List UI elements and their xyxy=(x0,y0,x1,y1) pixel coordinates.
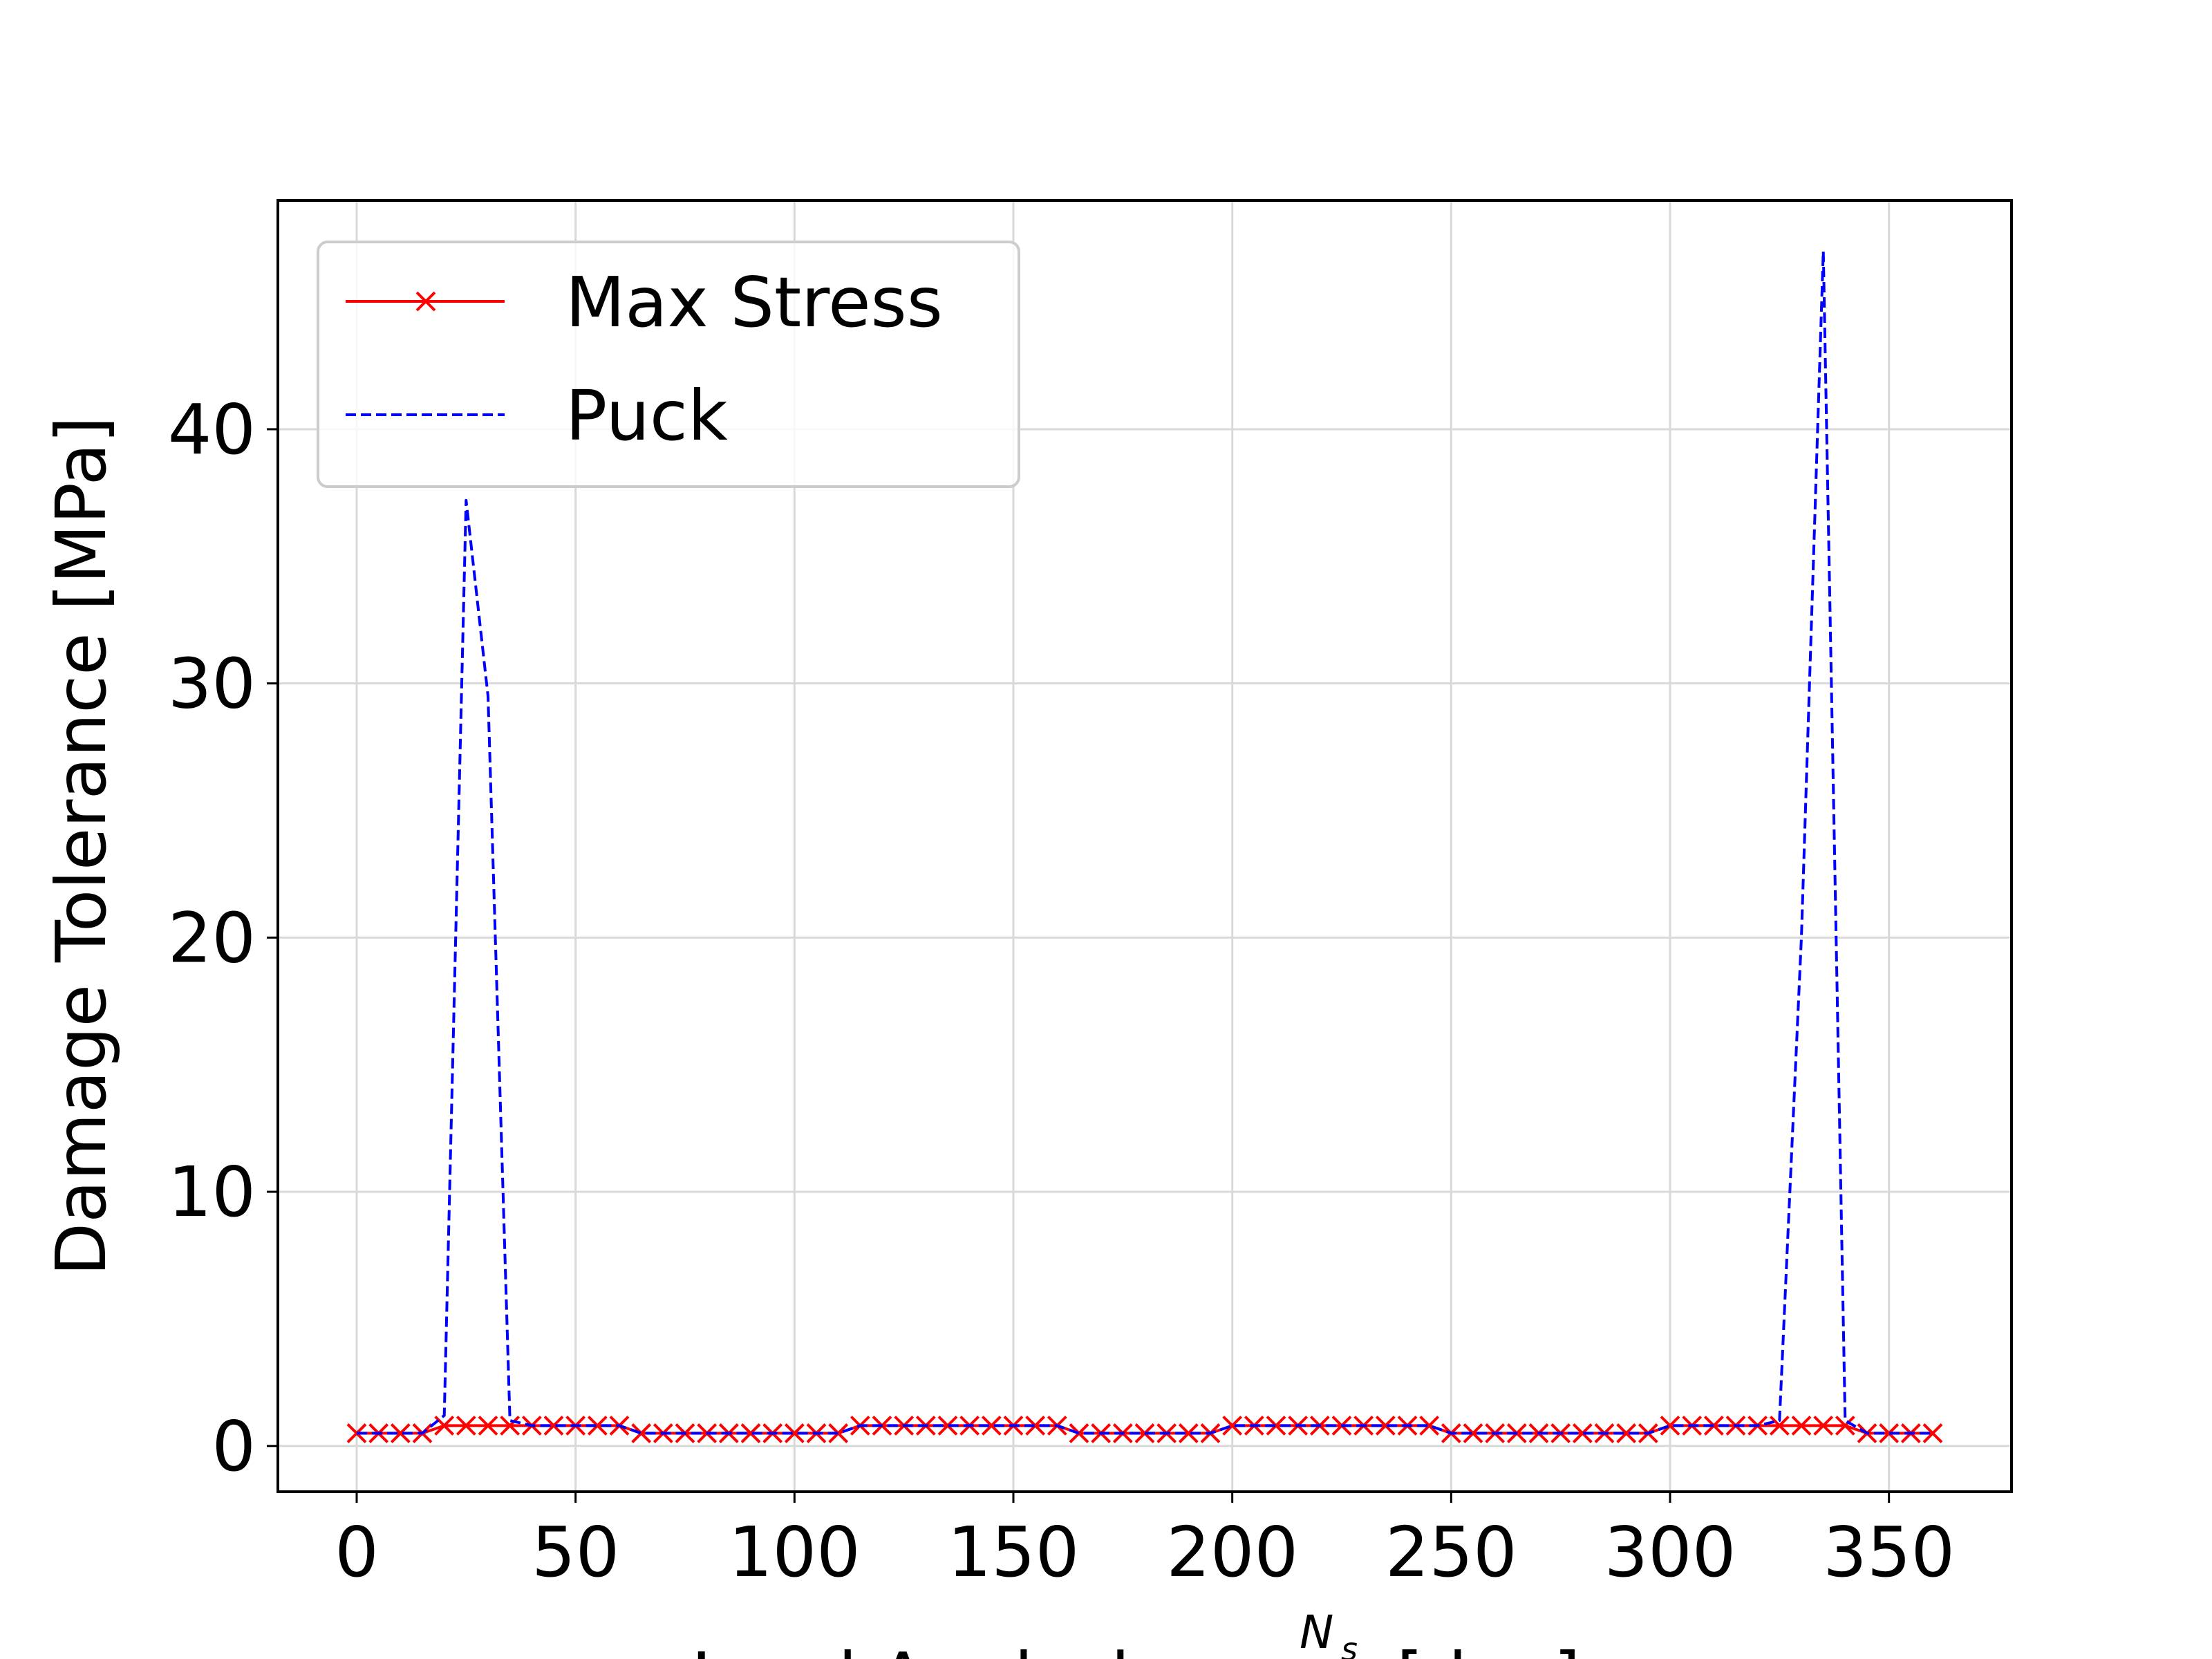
max-stress-data-point xyxy=(587,1415,608,1436)
max-stress-data-point xyxy=(1572,1423,1593,1443)
y-tick-label: 0 xyxy=(212,1406,256,1487)
max-stress-data-point xyxy=(1813,1415,1834,1436)
max-stress-data-point xyxy=(1879,1423,1900,1443)
max-stress-data-point xyxy=(740,1423,761,1443)
x-tick-label: 150 xyxy=(948,1512,1080,1593)
legend-puck-label: Puck xyxy=(565,375,728,456)
max-stress-data-point xyxy=(1419,1415,1440,1436)
x-tick-label: 100 xyxy=(729,1512,861,1593)
max-stress-data-point xyxy=(1660,1415,1680,1436)
x-tick-label: 250 xyxy=(1385,1512,1517,1593)
max-stress-data-point xyxy=(1616,1423,1637,1443)
y-tick-label: 40 xyxy=(168,389,256,470)
puck-series-line xyxy=(357,250,1933,1435)
max-stress-data-point xyxy=(1069,1423,1089,1443)
max-stress-data-point xyxy=(456,1415,476,1436)
x-tick-label: 200 xyxy=(1166,1512,1298,1593)
legend-max-stress-label: Max Stress xyxy=(565,262,943,343)
max-stress-data-point xyxy=(1025,1415,1046,1436)
max-stress-data-point xyxy=(478,1415,498,1436)
max-stress-data-point xyxy=(1222,1415,1243,1436)
max-stress-data-point xyxy=(543,1415,564,1436)
max-stress-data-point xyxy=(434,1415,455,1436)
max-stress-data-point xyxy=(1791,1415,1812,1436)
x-axis-label-fraction-subscript: s xyxy=(1341,1631,1358,1659)
y-tick-label: 30 xyxy=(168,644,256,724)
plot-series xyxy=(346,250,1943,1443)
x-tick-label: 350 xyxy=(1823,1512,1955,1593)
max-stress-data-point xyxy=(500,1415,521,1436)
x-tick-label: 0 xyxy=(335,1512,379,1593)
legend-max-stress-marker xyxy=(415,291,436,312)
x-axis-label-unit: [deg] xyxy=(1396,1638,1581,1659)
max-stress-data-point xyxy=(937,1415,958,1436)
max-stress-data-point xyxy=(1769,1415,1790,1436)
legend-box xyxy=(317,241,1020,488)
x-axis-label-fraction-numerator: N xyxy=(1300,1606,1333,1659)
max-stress-data-point xyxy=(1266,1415,1286,1436)
max-stress-data-point xyxy=(631,1423,652,1443)
max-stress-data-point xyxy=(828,1423,849,1443)
x-axis-label: Load Angle ϕ = N s [deg] xyxy=(691,1606,1581,1659)
max-stress-data-point xyxy=(1178,1423,1199,1443)
max-stress-data-point xyxy=(1922,1423,1943,1443)
y-axis-label: Damage Tolerance [MPa] xyxy=(41,416,122,1276)
axis-ticks: 0 50 100 150 200 250 300 350 0 10 20 30 40 xyxy=(168,389,1955,1593)
max-stress-data-point xyxy=(981,1415,1002,1436)
y-tick-label: 20 xyxy=(168,897,256,978)
x-axis-label-main: Load Angle ϕ = xyxy=(691,1638,1224,1659)
plot-frame xyxy=(276,199,2013,1493)
y-tick-label: 10 xyxy=(168,1152,256,1232)
max-stress-data-point xyxy=(1835,1415,1855,1436)
legend: Max Stress Puck xyxy=(317,241,1020,488)
max-stress-data-point xyxy=(784,1423,805,1443)
max-stress-data-point xyxy=(390,1423,411,1443)
max-stress-data-point xyxy=(1375,1415,1396,1436)
max-stress-data-point xyxy=(1463,1423,1483,1443)
x-tick-label: 300 xyxy=(1604,1512,1736,1593)
x-tick-label: 50 xyxy=(532,1512,619,1593)
